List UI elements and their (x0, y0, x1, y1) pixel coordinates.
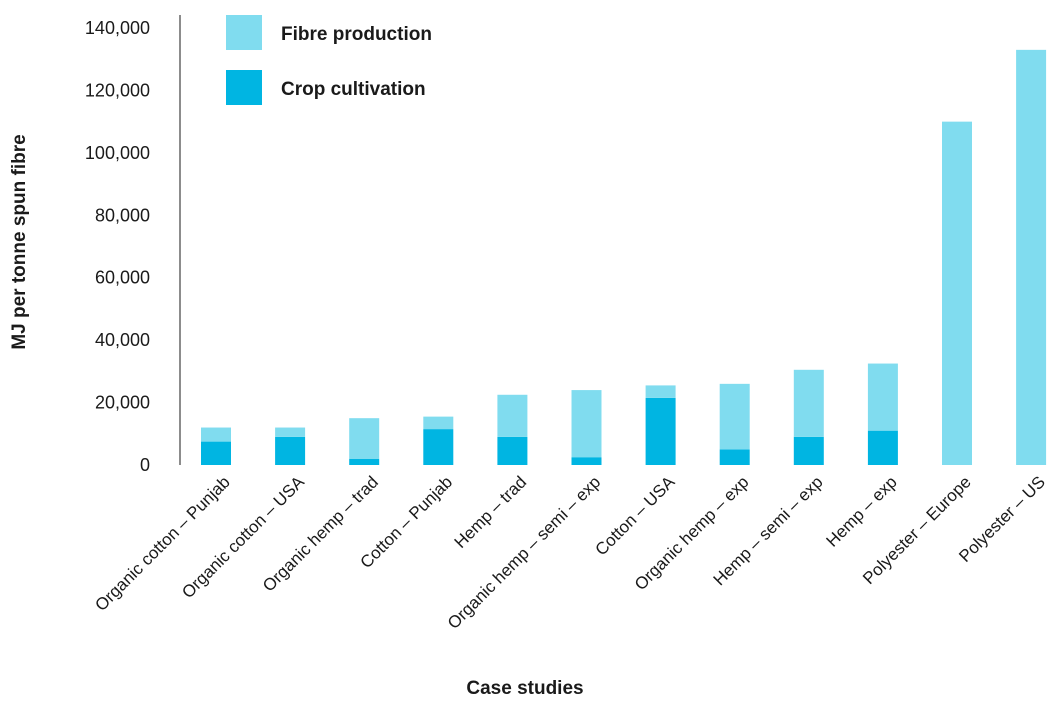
bar-segment-fibre-production (942, 121, 972, 466)
y-tick-label: 60,000 (95, 268, 150, 288)
bar-segment-crop-cultivation (275, 436, 306, 465)
bars (201, 49, 1047, 466)
y-axis-title: MJ per tonne spun fibre (9, 134, 30, 349)
bar-segment-crop-cultivation (793, 436, 824, 465)
bar-segment-fibre-production (423, 416, 454, 430)
legend-label: Fibre production (281, 24, 432, 45)
bar-segment-crop-cultivation (867, 430, 898, 465)
x-tick-label: Hemp – trad (451, 472, 531, 552)
bar-segment-crop-cultivation (349, 458, 380, 465)
bar-segment-crop-cultivation (497, 436, 528, 465)
bar-segment-fibre-production (349, 418, 380, 459)
bar-segment-crop-cultivation (719, 449, 750, 465)
y-tick-label: 100,000 (85, 143, 150, 163)
y-tick-label: 120,000 (85, 80, 150, 100)
y-tick-label: 20,000 (95, 393, 150, 413)
bar-segment-crop-cultivation (201, 441, 231, 465)
bar-segment-fibre-production (497, 394, 528, 437)
bar-segment-fibre-production (571, 390, 602, 458)
bar-segment-fibre-production (793, 369, 824, 437)
bar-segment-crop-cultivation (571, 457, 602, 465)
bar-segment-crop-cultivation (423, 429, 454, 465)
x-tick-label: Organic cotton – USA (178, 472, 308, 602)
legend-swatch (226, 15, 262, 50)
x-tick-label: Organic cotton – Punjab (91, 472, 233, 614)
y-axis: 0 20,000 40,000 60,000 80,000 100,000 120,000 1… (85, 15, 181, 475)
y-tick-label: 40,000 (95, 330, 150, 350)
bar-segment-crop-cultivation (645, 397, 676, 465)
x-axis-title: Case studies (466, 678, 583, 699)
bar-segment-fibre-production (1016, 49, 1047, 465)
legend: Fibre production Crop cultivation (226, 15, 432, 105)
x-tick-label: Hemp – exp (822, 472, 900, 550)
y-tick-label: 80,000 (95, 205, 150, 225)
legend-swatch (226, 70, 262, 105)
y-tick-label: 0 (140, 455, 150, 475)
bar-segment-fibre-production (719, 383, 750, 450)
legend-label: Crop cultivation (281, 79, 426, 100)
bar-segment-fibre-production (275, 427, 306, 437)
bar-segment-fibre-production (201, 427, 231, 442)
x-tick-label: Organic hemp – semi – exp (444, 472, 604, 632)
bar-segment-fibre-production (645, 385, 676, 398)
y-tick-label: 140,000 (85, 18, 150, 38)
bar-segment-fibre-production (867, 363, 898, 431)
